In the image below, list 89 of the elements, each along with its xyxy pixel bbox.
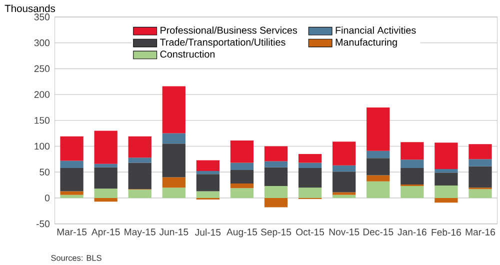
legend-label: Trade/Transportation/Utilities <box>160 38 286 48</box>
bar <box>94 164 118 168</box>
bar <box>400 159 424 168</box>
bar <box>366 158 390 175</box>
x-tick-label: Jan-16 <box>398 228 426 236</box>
x-tick-label: Sep-15 <box>260 228 292 238</box>
legend-label: Construction <box>160 50 215 58</box>
bar <box>332 194 356 198</box>
x-tick-label: Nov-15 <box>329 228 360 236</box>
y-tick-label: 350 <box>34 13 50 20</box>
x-tick-label: Oct-15 <box>296 228 324 236</box>
bar <box>434 142 458 169</box>
x-tick-label: Jun-15 <box>159 228 188 236</box>
bar <box>298 154 322 163</box>
bar <box>230 170 254 184</box>
x-tick-label: Feb-16 <box>432 228 461 236</box>
bar <box>332 171 356 192</box>
bar <box>60 136 84 161</box>
bar <box>94 167 118 188</box>
y-tick-label: 50 <box>40 168 50 176</box>
bar <box>366 181 390 198</box>
bar <box>400 168 424 184</box>
bar <box>196 170 220 174</box>
bar <box>128 189 152 198</box>
x-tick-label: Apr-15 <box>91 228 120 238</box>
bar <box>230 162 254 170</box>
x-tick-label: Mar-16 <box>466 228 495 236</box>
bar <box>196 191 220 198</box>
y-tick-label: 250 <box>34 65 50 72</box>
x-tick-label: Dec-15 <box>363 228 394 236</box>
bar <box>332 192 356 195</box>
bar <box>94 198 118 202</box>
bar <box>298 162 322 168</box>
bar <box>162 187 186 198</box>
bar <box>60 191 84 195</box>
bar <box>162 133 186 144</box>
bar <box>128 157 152 163</box>
legend-label: Manufacturing <box>336 38 397 48</box>
bar <box>298 187 322 198</box>
bar <box>196 160 220 171</box>
bar <box>128 162 152 189</box>
bar <box>298 168 322 188</box>
bar <box>60 194 84 198</box>
bar <box>434 185 458 198</box>
y-axis-title: Thousands <box>4 4 56 12</box>
legend-label: Professional/Business Services <box>160 26 298 34</box>
bar <box>332 141 356 166</box>
bar <box>264 167 288 186</box>
x-tick-label: May-15 <box>124 228 156 238</box>
bar <box>366 107 390 151</box>
bar <box>468 144 492 159</box>
bar <box>468 166 492 188</box>
bar <box>162 143 186 178</box>
bar <box>434 198 458 202</box>
bar <box>400 142 424 160</box>
y-tick-label: 200 <box>34 90 50 98</box>
bar <box>332 165 356 172</box>
bar <box>434 172 458 186</box>
x-tick-label: Jul-15 <box>195 228 221 236</box>
bar <box>162 177 186 188</box>
y-tick-label: 0 <box>44 194 50 202</box>
bar <box>468 158 492 166</box>
x-tick-label: Aug-15 <box>226 228 258 238</box>
y-tick-label: 150 <box>34 116 50 124</box>
bar <box>434 168 458 172</box>
bar <box>230 140 254 163</box>
bar <box>264 161 288 168</box>
bar <box>94 130 118 164</box>
bar <box>366 150 390 158</box>
bar <box>60 168 84 192</box>
bar <box>128 136 152 158</box>
y-tick-label: -50 <box>36 220 50 227</box>
legend-label: Financial Activities <box>336 26 416 34</box>
bar <box>264 198 288 208</box>
bar <box>468 188 492 198</box>
bar <box>196 174 220 192</box>
x-tick-label: Mar-15 <box>57 228 87 236</box>
y-tick-label: 300 <box>34 39 50 46</box>
y-tick-label: 100 <box>34 142 50 150</box>
bar <box>162 86 186 134</box>
source-note: Sources: BLS <box>51 254 102 261</box>
bar <box>400 186 424 198</box>
bar <box>366 174 390 182</box>
bar <box>230 183 254 188</box>
bar <box>264 146 288 162</box>
bar <box>94 188 118 198</box>
bar <box>264 186 288 198</box>
bar <box>60 160 84 168</box>
bar <box>230 188 254 198</box>
